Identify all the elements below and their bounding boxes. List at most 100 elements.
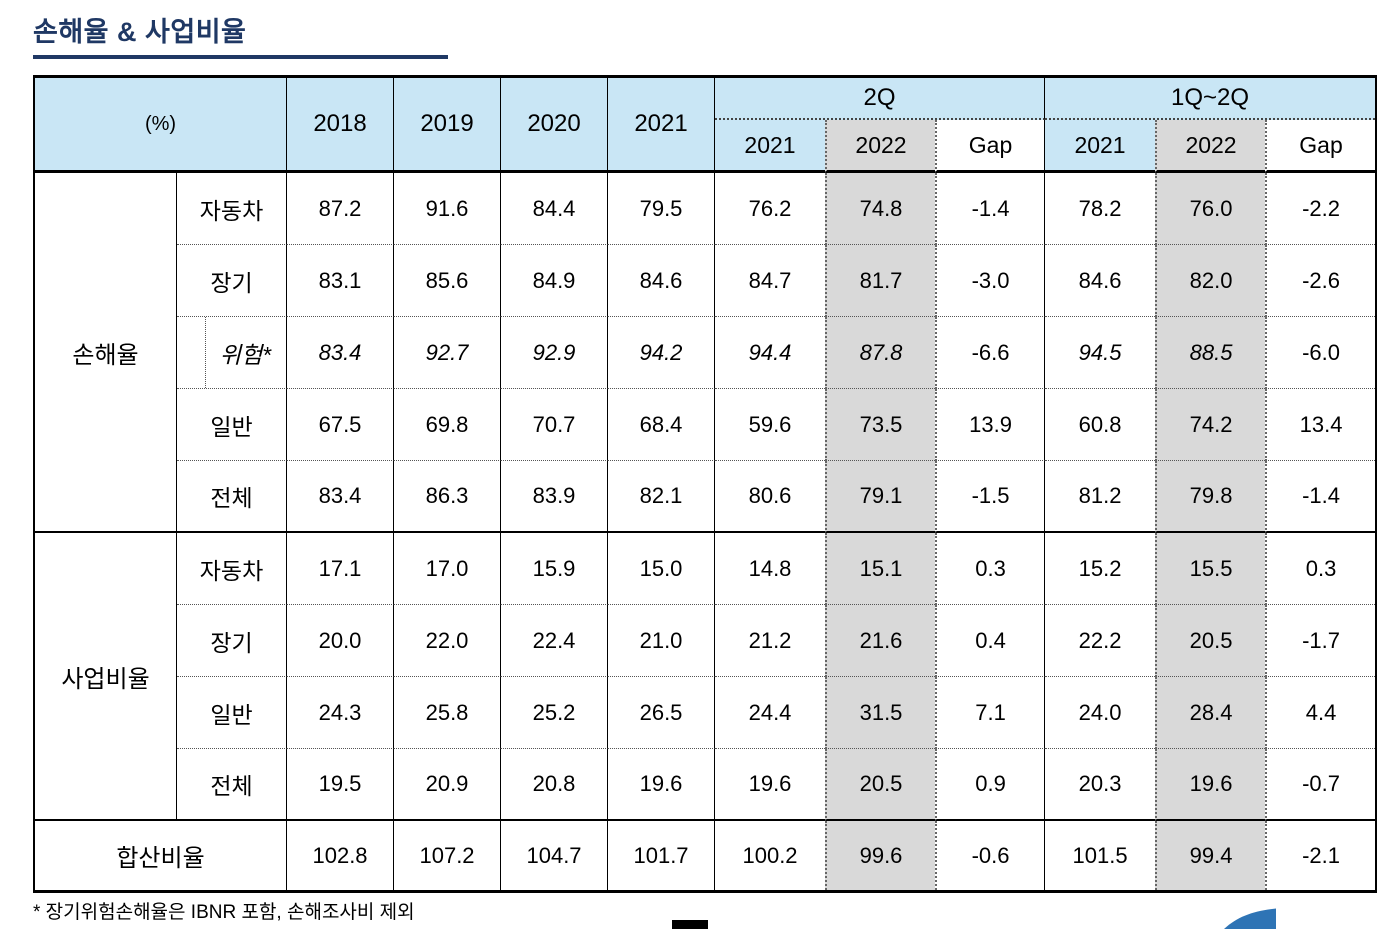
year-value-cell: 69.8	[394, 389, 502, 461]
year-value-cell: 15.0	[608, 533, 716, 605]
year-value-cell: 25.8	[394, 677, 502, 749]
period-2021-value-cell: 24.4	[715, 677, 826, 749]
year-value-cell: 102.8	[287, 821, 395, 890]
table-row: 장기 83.1 85.6 84.9 84.6 84.7 81.7 -3.0 84.6 82.0 -2…	[35, 245, 1376, 317]
gap-value-cell: -1.7	[1265, 605, 1376, 677]
year-value-cell: 22.0	[394, 605, 502, 677]
row-label: 자동차	[177, 173, 288, 245]
period-2022-value-cell: 15.1	[825, 533, 936, 605]
period-2022-value-cell: 81.7	[825, 245, 936, 317]
period-2021-value-cell: 21.2	[715, 605, 826, 677]
year-value-cell: 22.4	[501, 605, 609, 677]
year-value-cell: 83.4	[287, 317, 395, 389]
year-value-cell: 83.9	[501, 461, 609, 533]
period-2021-value-cell: 22.2	[1045, 605, 1156, 677]
year-value-cell: 91.6	[394, 173, 502, 245]
table-row: 사업비율 자동차 17.1 17.0 15.9 15.0 14.8 15.1 0.3 15.2 15…	[35, 533, 1376, 821]
gap-value-cell: 13.9	[935, 389, 1046, 461]
period-2022-value-cell: 99.6	[825, 821, 936, 890]
period-2021-value-cell: 24.0	[1045, 677, 1156, 749]
header-row-periods: 2021 2022 Gap 2021 2022 Gap	[35, 120, 1376, 173]
year-value-cell: 82.1	[608, 461, 716, 533]
year-value-cell: 84.9	[501, 245, 609, 317]
period-2021-value-cell: 101.5	[1045, 821, 1156, 890]
row-label: 일반	[177, 677, 288, 749]
year-value-cell: 17.0	[394, 533, 502, 605]
period-2021-value-cell: 94.4	[715, 317, 826, 389]
period-2022-value-cell: 19.6	[1155, 749, 1266, 821]
unit-header: (%)	[35, 78, 288, 173]
year-value-cell: 92.7	[394, 317, 502, 389]
row-label: 전체	[177, 749, 288, 821]
gap-value-cell: 13.4	[1265, 389, 1376, 461]
loss-expense-ratio-table: (%) 2018 2019 2020 2021 2Q 1Q~2Q 2021 20…	[33, 75, 1378, 893]
period-2021-value-cell: 80.6	[715, 461, 826, 533]
year-value-cell: 15.9	[501, 533, 609, 605]
gap-value-cell: -3.0	[935, 245, 1046, 317]
gap-value-cell: -2.1	[1265, 821, 1376, 890]
year-value-cell: 20.0	[287, 605, 395, 677]
period-2022-value-cell: 74.8	[825, 173, 936, 245]
year-value-cell: 70.7	[501, 389, 609, 461]
gap-value-cell: 0.4	[935, 605, 1046, 677]
blue-swoosh-icon	[1224, 908, 1276, 929]
subheader-2q-gap: Gap	[935, 120, 1046, 173]
header-row-groups: (%) 2018 2019 2020 2021 2Q 1Q~2Q	[35, 78, 1376, 173]
year-header-2018: 2018	[287, 78, 395, 173]
row-label: 일반	[177, 389, 288, 461]
year-value-cell: 85.6	[394, 245, 502, 317]
black-bar-decoration	[672, 920, 708, 929]
year-value-cell: 20.8	[501, 749, 609, 821]
subheader-1q2q-2021: 2021	[1045, 120, 1156, 173]
total-row-label: 합산비율	[35, 821, 288, 890]
year-value-cell: 84.6	[608, 245, 716, 317]
year-value-cell: 24.3	[287, 677, 395, 749]
table-row: 일반 24.3 25.8 25.2 26.5 24.4 31.5 7.1 24.0 28.4 4.4	[35, 677, 1376, 749]
group-header-2q: 2Q	[715, 78, 1046, 120]
year-value-cell: 20.9	[394, 749, 502, 821]
table-row: 손해율 자동차 87.2 91.6 84.4 79.5 76.2 74.8 -1.4 78.2 76…	[35, 173, 1376, 533]
year-value-cell: 19.5	[287, 749, 395, 821]
period-2021-value-cell: 81.2	[1045, 461, 1156, 533]
row-label: 위험*	[177, 317, 288, 389]
period-2022-value-cell: 20.5	[825, 749, 936, 821]
year-value-cell: 101.7	[608, 821, 716, 890]
period-2022-value-cell: 20.5	[1155, 605, 1266, 677]
year-value-cell: 68.4	[608, 389, 716, 461]
gap-value-cell: -6.6	[935, 317, 1046, 389]
gap-value-cell: 0.9	[935, 749, 1046, 821]
gap-value-cell: -0.6	[935, 821, 1046, 890]
period-2021-value-cell: 59.6	[715, 389, 826, 461]
gap-value-cell: -2.6	[1265, 245, 1376, 317]
period-2021-value-cell: 14.8	[715, 533, 826, 605]
year-value-cell: 26.5	[608, 677, 716, 749]
year-value-cell: 87.2	[287, 173, 395, 245]
gap-value-cell: 7.1	[935, 677, 1046, 749]
period-2021-value-cell: 84.7	[715, 245, 826, 317]
gap-value-cell: -6.0	[1265, 317, 1376, 389]
year-value-cell: 25.2	[501, 677, 609, 749]
year-header-2021: 2021	[608, 78, 716, 173]
page-title: 손해율 & 사업비율	[33, 17, 247, 47]
year-value-cell: 92.9	[501, 317, 609, 389]
period-2022-value-cell: 73.5	[825, 389, 936, 461]
subheader-1q2q-2022: 2022	[1155, 120, 1266, 173]
table-row: 위험* 83.4 92.7 92.9 94.2 94.4 87.8 -6.6 94.5 88.5-…	[35, 317, 1376, 389]
group-header-1q-2q: 1Q~2Q	[1045, 78, 1376, 120]
table-row: 일반 67.5 69.8 70.7 68.4 59.6 73.5 13.9 60.8 74.2 13…	[35, 389, 1376, 461]
row-label: 장기	[177, 245, 288, 317]
period-2021-value-cell: 94.5	[1045, 317, 1156, 389]
subheader-1q2q-gap: Gap	[1265, 120, 1376, 173]
period-2022-value-cell: 82.0	[1155, 245, 1266, 317]
row-label: 전체	[177, 461, 288, 533]
period-2021-value-cell: 60.8	[1045, 389, 1156, 461]
period-2021-value-cell: 78.2	[1045, 173, 1156, 245]
table-row: 장기 20.0 22.0 22.4 21.0 21.2 21.6 0.4 22.2 20.5 -1.…	[35, 605, 1376, 677]
gap-value-cell: -1.4	[935, 173, 1046, 245]
year-header-2020: 2020	[501, 78, 609, 173]
period-2022-value-cell: 28.4	[1155, 677, 1266, 749]
gap-value-cell: -1.4	[1265, 461, 1376, 533]
gap-value-cell: 0.3	[935, 533, 1046, 605]
row-label: 장기	[177, 605, 288, 677]
